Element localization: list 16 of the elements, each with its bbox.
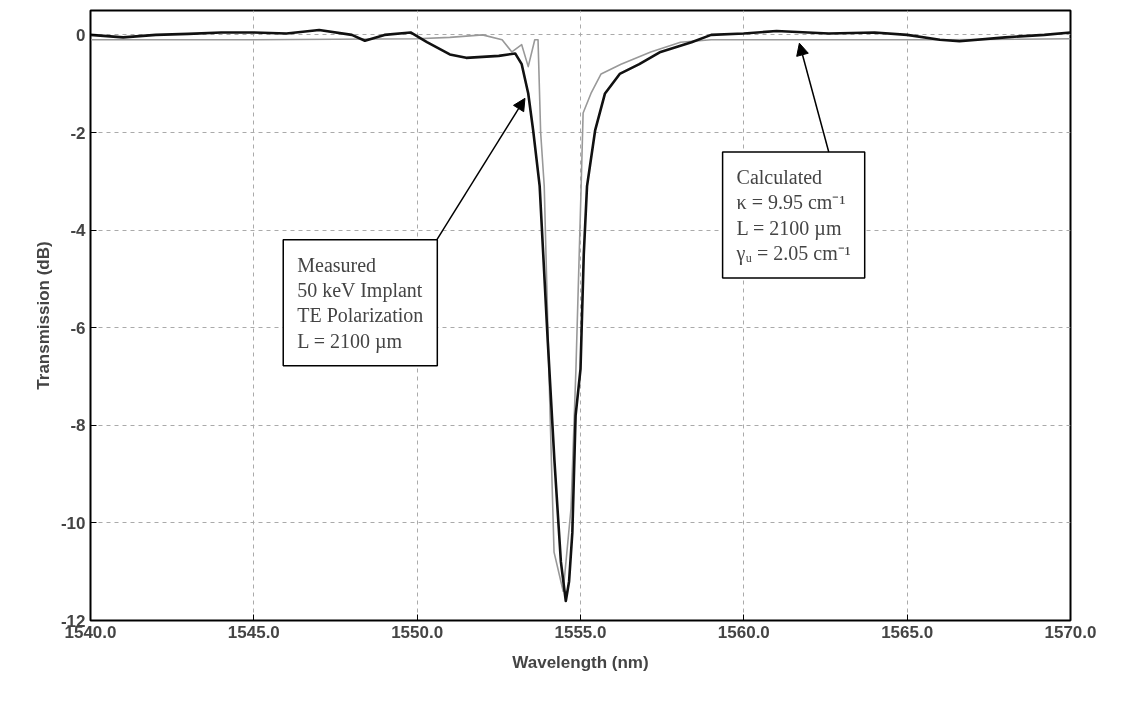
x-tick-label: 1560.0 xyxy=(717,622,770,642)
y-tick-label: -6 xyxy=(70,318,86,338)
annotation: Calculated κ = 9.95 cm⁻¹ L = 2100 µm γᵤ = 2.05 cm⁻¹ xyxy=(735,166,851,265)
annotation: Measured 50 keV Implant TE Polarization L = 2100 µm xyxy=(297,253,424,353)
y-tick-label: -2 xyxy=(70,123,86,143)
y-axis-title: Transmission (dB) xyxy=(33,241,53,390)
y-tick-label: -4 xyxy=(70,221,87,241)
x-tick-label: 1570.0 xyxy=(1044,622,1097,642)
x-tick-label: 1555.0 xyxy=(554,622,607,642)
y-tick-label: 0 xyxy=(76,25,86,45)
y-tick-label: -8 xyxy=(70,416,86,436)
x-tick-label: 1545.0 xyxy=(227,622,280,642)
y-tick-label: -10 xyxy=(60,513,86,533)
x-tick-label: 1550.0 xyxy=(391,622,444,642)
x-tick-label: 1565.0 xyxy=(881,622,934,642)
x-axis-title: Wavelength (nm) xyxy=(512,652,649,672)
